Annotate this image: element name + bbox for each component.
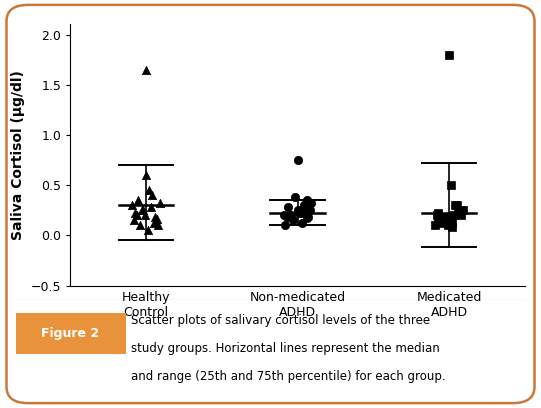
Point [143,227,152,234]
Point [134,197,143,204]
Point [298,220,306,226]
Text: Scatter plots of salivary cortisol levels of the three: Scatter plots of salivary cortisol level… [131,314,430,327]
Point [434,210,443,217]
Point [138,207,147,213]
Point [302,197,311,204]
Point [154,222,162,228]
Text: Figure 2: Figure 2 [41,327,98,340]
FancyBboxPatch shape [6,5,535,403]
Point [137,207,146,213]
Point [151,214,160,221]
Point [443,222,452,228]
Point [136,222,144,228]
Point [282,214,291,221]
Point [304,214,313,221]
Point [448,224,457,231]
Point [142,172,150,178]
Point [293,207,302,213]
Point [131,210,140,217]
Point [433,212,441,219]
Point [293,157,302,163]
Point [439,214,447,221]
Point [434,219,443,226]
Point [153,216,161,223]
Point [142,67,150,73]
Point [146,204,155,211]
Point [437,214,446,221]
Point [440,217,449,224]
Text: study groups. Horizontal lines represent the median: study groups. Horizontal lines represent… [131,342,439,355]
Point [299,202,308,208]
Point [148,192,156,198]
Point [458,207,467,213]
Point [436,220,444,226]
Point [295,210,304,217]
Point [454,210,463,217]
Point [128,202,137,208]
Point [287,212,296,219]
Point [155,200,164,206]
Point [441,217,450,224]
Point [431,222,440,228]
Y-axis label: Saliva Cortisol (µg/dl): Saliva Cortisol (µg/dl) [11,70,25,240]
Point [456,207,464,213]
Point [149,220,158,226]
Point [445,51,453,58]
Point [449,212,458,219]
Point [289,217,298,224]
Point [445,214,453,221]
Point [305,207,314,213]
Point [280,212,288,219]
FancyBboxPatch shape [16,313,126,355]
Point [290,194,299,200]
Point [301,210,309,217]
Point [284,204,293,211]
Point [302,215,311,222]
Point [448,220,457,226]
Point [286,212,294,219]
Point [307,200,315,206]
Point [281,222,290,228]
Point [457,212,465,219]
Point [145,187,154,193]
Point [452,202,461,208]
Text: and range (25th and 75th percentile) for each group.: and range (25th and 75th percentile) for… [131,370,445,384]
Point [296,210,305,217]
Point [130,217,138,224]
Point [451,202,459,208]
Point [140,212,149,219]
Point [133,212,141,219]
Point [446,182,455,188]
